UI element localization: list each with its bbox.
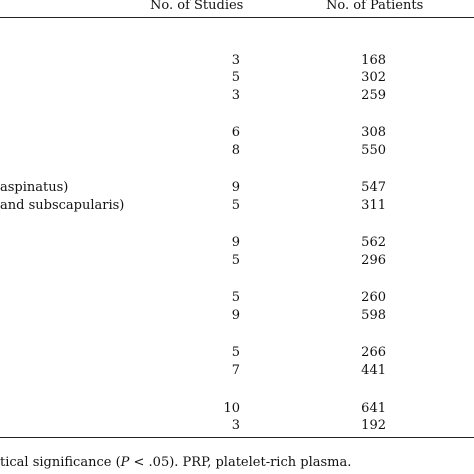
- row-12-studies: 5: [231, 345, 240, 360]
- row-3-studies: 3: [231, 88, 240, 103]
- row-1-patients: 168: [361, 53, 386, 68]
- header-rule: [0, 17, 474, 18]
- row-2-patients: 302: [361, 70, 386, 85]
- row-8-patients: 562: [361, 235, 386, 250]
- footnote-p-symbol: P: [120, 455, 130, 470]
- row-9-patients: 296: [361, 253, 386, 268]
- row-6-label: aspinatus): [0, 180, 69, 195]
- row-7-studies: 5: [231, 198, 240, 213]
- row-3-patients: 259: [361, 88, 386, 103]
- row-13-patients: 441: [361, 363, 386, 378]
- footnote-post: < .05). PRP, platelet-rich plasma.: [129, 455, 352, 470]
- table-footnote: tical significance (P < .05). PRP, plate…: [0, 455, 351, 470]
- row-9-studies: 5: [231, 253, 240, 268]
- row-14-studies: 10: [223, 401, 240, 416]
- row-4-patients: 308: [361, 125, 386, 140]
- row-7-label: and subscapularis): [0, 198, 125, 213]
- row-1-studies: 3: [231, 53, 240, 68]
- row-10-studies: 5: [231, 290, 240, 305]
- row-7-patients: 311: [361, 198, 386, 213]
- row-5-studies: 8: [231, 143, 240, 158]
- row-11-studies: 9: [231, 308, 240, 323]
- row-13-studies: 7: [231, 363, 240, 378]
- row-4-studies: 6: [231, 125, 240, 140]
- footnote-pre: tical significance (: [0, 455, 121, 470]
- row-15-studies: 3: [231, 418, 240, 433]
- row-10-patients: 260: [361, 290, 386, 305]
- header-no-of-studies: No. of Studies: [150, 0, 244, 13]
- row-14-patients: 641: [361, 401, 386, 416]
- row-12-patients: 266: [361, 345, 386, 360]
- row-5-patients: 550: [361, 143, 386, 158]
- row-8-studies: 9: [231, 235, 240, 250]
- row-11-patients: 598: [361, 308, 386, 323]
- row-2-studies: 5: [231, 70, 240, 85]
- header-no-of-patients: No. of Patients: [326, 0, 424, 13]
- bottom-rule: [0, 437, 474, 438]
- row-15-patients: 192: [361, 418, 386, 433]
- row-6-studies: 9: [231, 180, 240, 195]
- row-6-patients: 547: [361, 180, 386, 195]
